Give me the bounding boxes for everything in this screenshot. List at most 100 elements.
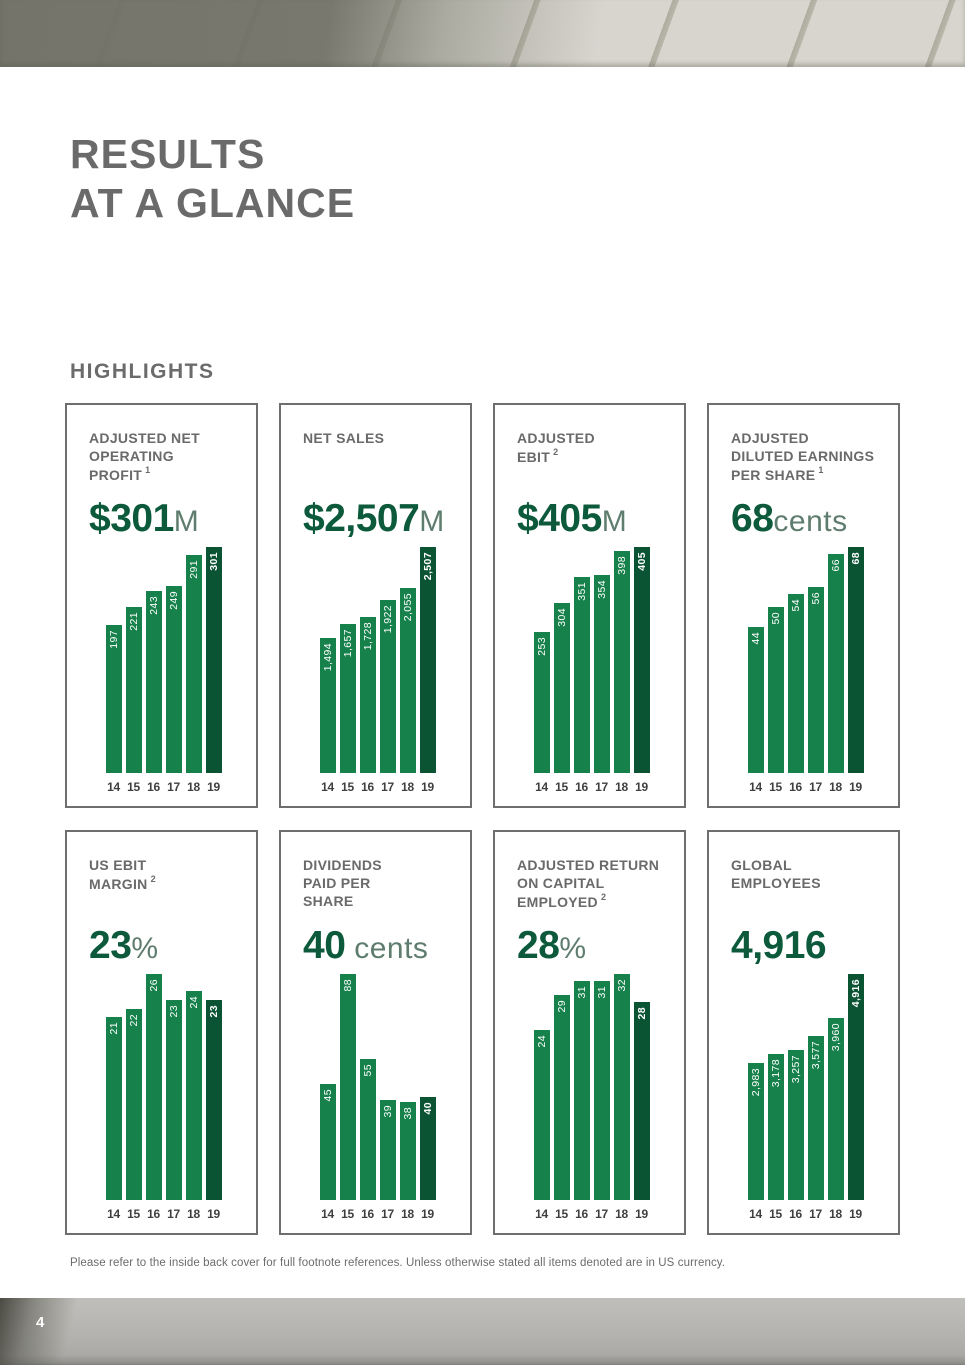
x-axis-label: 14: [321, 780, 334, 794]
bar-value-label: 249: [167, 591, 180, 610]
x-axis-label: 16: [789, 1207, 802, 1221]
bar: 3,960: [827, 1018, 844, 1200]
x-axis-label: 19: [421, 780, 434, 794]
x-axis-labels: 14 15 16 17 18 19: [517, 780, 666, 794]
bar-chart: 45 88 55 39 38 40 14 15 16 17 18 19: [303, 974, 452, 1221]
bar-value-label: 2,055: [401, 593, 414, 622]
headline: 40 cents: [303, 924, 452, 968]
bar: 23: [165, 1000, 182, 1200]
bar: 291: [185, 555, 202, 773]
bar-value-label: 243: [147, 596, 160, 615]
bar-value-label: 31: [595, 986, 608, 999]
bar: 2,055: [399, 588, 416, 773]
page-footer: 4: [0, 1298, 965, 1365]
bar-value-label: 221: [127, 612, 140, 631]
x-axis-label: 17: [595, 780, 608, 794]
x-axis-label: 16: [575, 780, 588, 794]
x-axis-label: 15: [127, 780, 140, 794]
bar: 1,728: [359, 617, 376, 773]
bar-value-label: 405: [635, 552, 648, 571]
x-axis-label: 17: [167, 1207, 180, 1221]
x-axis-label: 14: [107, 1207, 120, 1221]
bars: 24 29 31 31 32 28: [517, 974, 666, 1200]
bar: 31: [593, 981, 610, 1200]
x-axis-label: 15: [555, 1207, 568, 1221]
x-axis-label: 18: [615, 1207, 628, 1221]
bar: 3,577: [807, 1036, 824, 1200]
card-title: US EBIT MARGIN 2: [89, 857, 156, 893]
x-axis-label: 16: [575, 1207, 588, 1221]
x-axis-labels: 14 15 16 17 18 19: [731, 780, 880, 794]
bar-value-label: 54: [789, 599, 802, 612]
x-axis-label: 14: [321, 1207, 334, 1221]
bar-value-label: 3,178: [769, 1059, 782, 1088]
x-axis-label: 15: [127, 1207, 140, 1221]
x-axis-labels: 14 15 16 17 18 19: [731, 1207, 880, 1221]
bar-value-label: 68: [849, 552, 862, 565]
headline-suffix: M: [601, 505, 628, 538]
x-axis-label: 19: [849, 1207, 862, 1221]
bar: 29: [553, 995, 570, 1200]
bar-value-label: 354: [595, 580, 608, 599]
x-axis-label: 17: [381, 1207, 394, 1221]
bar-value-label: 40: [421, 1102, 434, 1115]
card-title: ADJUSTED NET OPERATING PROFIT 1: [89, 430, 200, 484]
x-axis-label: 19: [635, 780, 648, 794]
x-axis-label: 17: [595, 1207, 608, 1221]
bar: 405: [633, 547, 650, 773]
x-axis-label: 16: [789, 780, 802, 794]
headline-value: 40: [303, 924, 346, 967]
headline: $405 M: [517, 497, 666, 541]
bar-chart: 253 304 351 354 398 405 14 15 16 17 18 19: [517, 547, 666, 794]
bar-value-label: 66: [829, 559, 842, 572]
bar-value-label: 55: [361, 1064, 374, 1077]
x-axis-label: 18: [187, 780, 200, 794]
bar: 44: [747, 627, 764, 773]
bar-value-label: 56: [809, 592, 822, 605]
highlights-grid: ADJUSTED NET OPERATING PROFIT 1 $301 M 197 22…: [65, 403, 900, 1235]
footnote-ref: 2: [150, 874, 156, 885]
x-axis-labels: 14 15 16 17 18 19: [303, 780, 452, 794]
header-photo: [0, 0, 965, 67]
bar-value-label: 301: [207, 552, 220, 571]
footnote-ref: 1: [145, 465, 151, 476]
bar-value-label: 23: [167, 1005, 180, 1018]
highlight-card: GLOBAL EMPLOYEES 4,916 2,983 3,178 3,257 3,57…: [707, 830, 900, 1235]
bar: 40: [419, 1097, 436, 1200]
bar: 243: [145, 591, 162, 773]
x-axis-label: 19: [849, 780, 862, 794]
bar: 24: [185, 991, 202, 1200]
bar-value-label: 32: [615, 979, 628, 992]
x-axis-labels: 14 15 16 17 18 19: [517, 1207, 666, 1221]
bar-value-label: 44: [749, 632, 762, 645]
x-axis-labels: 14 15 16 17 18 19: [89, 1207, 238, 1221]
highlight-card: ADJUSTED EBIT 2 $405 M 253 304 351 354 398 405 14 1…: [493, 403, 686, 808]
card-title: DIVIDENDS PAID PER SHARE: [303, 857, 382, 910]
bars: 44 50 54 56 66 68: [731, 547, 880, 773]
x-axis-labels: 14 15 16 17 18 19: [303, 1207, 452, 1221]
x-axis-label: 19: [207, 780, 220, 794]
bar: 221: [125, 607, 142, 773]
headline-suffix: M: [173, 505, 200, 538]
bar-value-label: 1,657: [341, 629, 354, 658]
bar-value-label: 28: [635, 1007, 648, 1020]
bar-value-label: 21: [107, 1022, 120, 1035]
bar-value-label: 2,507: [421, 552, 434, 581]
bars: 21 22 26 23 24 23: [89, 974, 238, 1200]
headline-suffix: %: [559, 932, 587, 965]
bar-value-label: 291: [187, 560, 200, 579]
headline-value: 28: [517, 924, 560, 967]
bar-value-label: 3,577: [809, 1041, 822, 1070]
bar: 3,257: [787, 1050, 804, 1200]
x-axis-label: 16: [147, 780, 160, 794]
card-title: GLOBAL EMPLOYEES: [731, 857, 821, 892]
bar-chart: 1,494 1,657 1,728 1,922 2,055 2,507 14 15 16 17 18…: [303, 547, 452, 794]
x-axis-label: 14: [107, 780, 120, 794]
x-axis-label: 15: [769, 780, 782, 794]
footnote-ref: 2: [600, 892, 607, 903]
bar-value-label: 1,922: [381, 605, 394, 634]
bar: 32: [613, 974, 630, 1200]
bar-value-label: 26: [147, 979, 160, 992]
bar-value-label: 23: [207, 1005, 220, 1018]
section-heading: HIGHLIGHTS: [70, 360, 215, 383]
